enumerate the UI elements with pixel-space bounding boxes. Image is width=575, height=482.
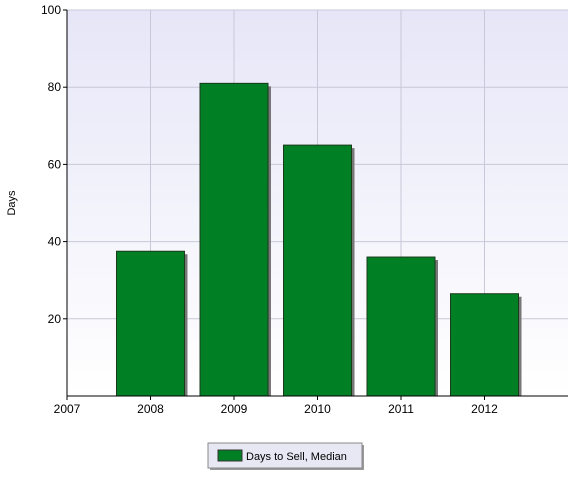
- bar: [366, 256, 436, 397]
- x-tick-label: 2010: [304, 402, 331, 416]
- x-tick-label: 2007: [54, 402, 81, 416]
- x-tick-label: 2009: [221, 402, 248, 416]
- y-tick-label: 80: [48, 80, 62, 94]
- bar: [283, 144, 352, 397]
- y-tick-label: 100: [41, 3, 61, 17]
- bar: [450, 293, 519, 397]
- x-tick-label: 2011: [388, 402, 414, 416]
- y-tick-label: 40: [48, 235, 62, 249]
- x-tick-label: 2012: [471, 402, 498, 416]
- x-tick-label: 2008: [137, 402, 164, 416]
- legend-label: Days to Sell, Median: [246, 451, 347, 463]
- y-tick-label: 60: [48, 157, 62, 171]
- legend-swatch: [217, 449, 243, 462]
- bar: [199, 82, 269, 397]
- y-axis-label: Days: [6, 190, 18, 216]
- bar: [116, 250, 185, 397]
- y-tick-label: 20: [48, 312, 62, 326]
